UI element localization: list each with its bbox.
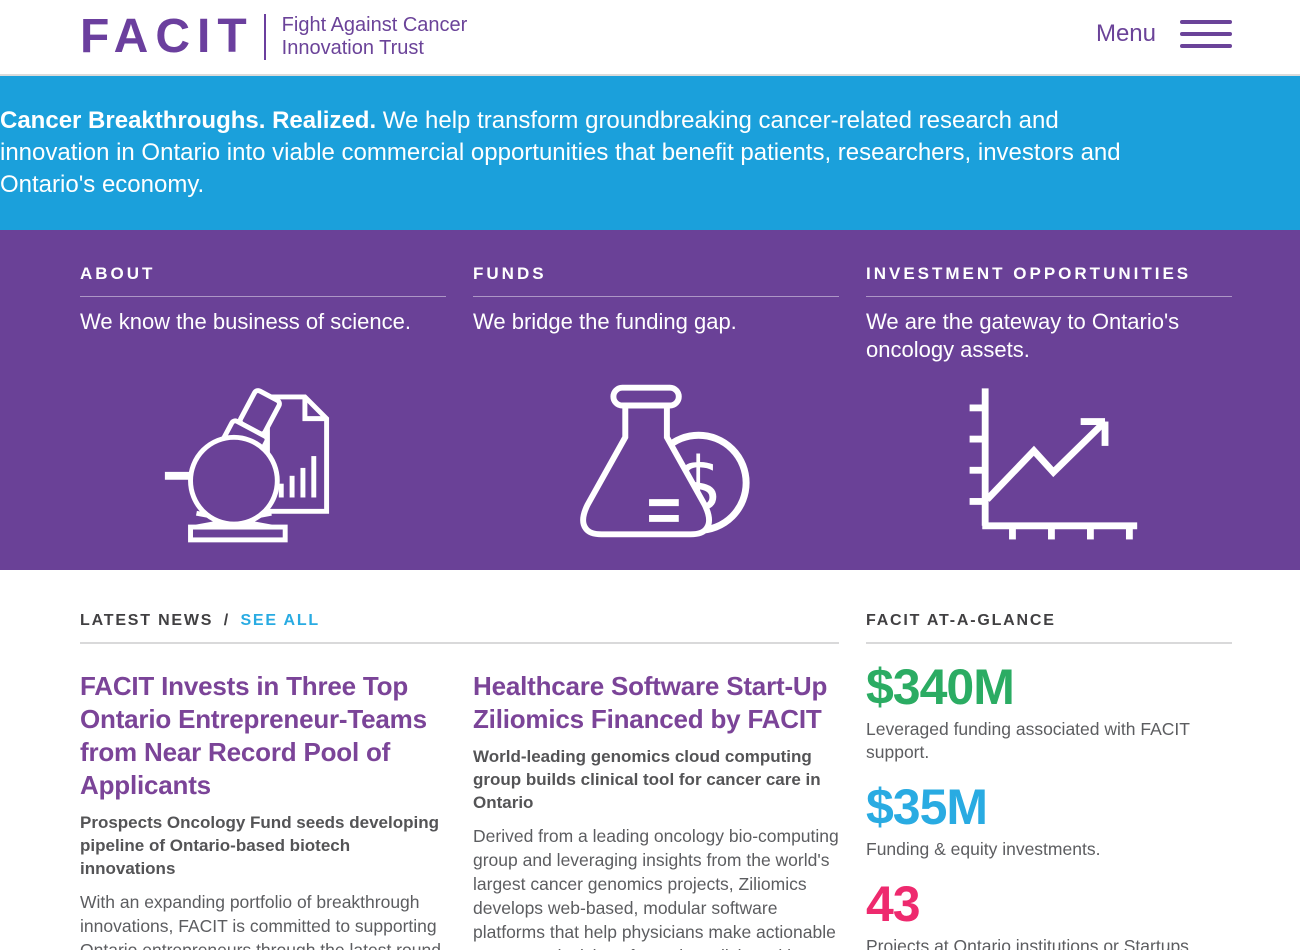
stat-value: 43: [866, 876, 921, 932]
stat-funding-equity: $35M Funding & equity investments.: [866, 781, 1232, 861]
hamburger-bar: [1180, 44, 1232, 48]
section-underline: [866, 642, 1232, 644]
hero-headline: Cancer Breakthroughs. Realized. We help …: [0, 105, 1145, 201]
stat-leveraged-funding: $340M Leveraged funding associated with …: [866, 661, 1232, 764]
pillar-tagline: We are the gateway to Ontario's oncology…: [866, 309, 1180, 362]
latest-news-title: LATEST NEWS: [80, 612, 214, 629]
pillar-tagline: We know the business of science.: [80, 309, 411, 334]
microscope-document-icon: [164, 388, 330, 543]
article-title[interactable]: FACIT Invests in Three Top Ontario Entre…: [80, 671, 427, 800]
glance-header: FACIT AT-A-GLANCE: [866, 612, 1232, 644]
stat-description: Funding & equity investments.: [866, 839, 1101, 859]
stat-value: $35M: [866, 779, 988, 835]
brand[interactable]: FACIT Fight Against Cancer Innovation Tr…: [80, 13, 467, 61]
news-article-2[interactable]: Healthcare Software Start-Up Ziliomics F…: [473, 644, 839, 950]
article-body: With an expanding portfolio of breakthro…: [80, 892, 441, 950]
pillar-underline: [473, 296, 839, 297]
hero-headline-rest: We help transform groundbreaking cancer-…: [0, 107, 1121, 198]
hamburger-menu-icon[interactable]: [1180, 20, 1232, 48]
lower-section: LATEST NEWS / SEE ALL FACIT AT-A-GLANCE …: [0, 570, 1300, 950]
pillar-title: FUNDS: [473, 264, 547, 283]
hamburger-bar: [1180, 20, 1232, 24]
brand-tagline-line1: Fight Against Cancer: [281, 14, 468, 36]
pillar-title: INVESTMENT OPPORTUNITIES: [866, 264, 1192, 283]
article-body: Derived from a leading oncology bio-comp…: [473, 826, 839, 950]
logo-divider: [263, 14, 266, 60]
growth-chart-icon: [969, 388, 1138, 540]
stat-description: Projects at Ontario institutions or Star…: [866, 936, 1189, 950]
brand-tagline: Fight Against Cancer Innovation Trust: [282, 14, 468, 60]
pillar-investment-opportunities[interactable]: INVESTMENT OPPORTUNITIES We are the gate…: [866, 264, 1232, 554]
header-separator: /: [223, 612, 230, 629]
see-all-link[interactable]: SEE ALL: [240, 612, 321, 629]
section-underline: [80, 642, 839, 644]
hero-banner: Cancer Breakthroughs. Realized. We help …: [0, 76, 1300, 230]
stat-description: Leveraged funding associated with FACIT …: [866, 719, 1190, 762]
pillar-underline: [80, 296, 446, 297]
pillar-about[interactable]: ABOUT We know the business of science.: [80, 264, 446, 554]
stat-value: $340M: [866, 659, 1015, 715]
facit-at-a-glance: $340M Leveraged funding associated with …: [866, 644, 1232, 950]
brand-tagline-line2: Innovation Trust: [281, 37, 424, 59]
menu-area: Menu: [1096, 20, 1232, 48]
menu-label[interactable]: Menu: [1095, 20, 1156, 47]
hero-headline-bold: Cancer Breakthroughs. Realized.: [0, 107, 377, 134]
news-article-1[interactable]: FACIT Invests in Three Top Ontario Entre…: [80, 644, 446, 950]
pillar-funds[interactable]: FUNDS We bridge the funding gap. $: [473, 264, 839, 554]
pillar-underline: [866, 296, 1232, 297]
article-title[interactable]: Healthcare Software Start-Up Ziliomics F…: [473, 671, 828, 734]
latest-news-header: LATEST NEWS / SEE ALL: [80, 612, 839, 644]
pillars-section: ABOUT We know the business of science.: [0, 230, 1300, 570]
facit-logo[interactable]: FACIT: [80, 10, 254, 63]
article-subtitle: World-leading genomics cloud computing g…: [473, 747, 821, 812]
glance-title: FACIT AT-A-GLANCE: [866, 612, 1056, 629]
stat-projects: 43 Projects at Ontario institutions or S…: [866, 878, 1232, 950]
flask-dollar-coin-icon: $: [580, 384, 750, 538]
pillar-title: ABOUT: [80, 264, 156, 283]
pillar-tagline: We bridge the funding gap.: [473, 309, 737, 334]
article-subtitle: Prospects Oncology Fund seeds developing…: [80, 813, 439, 878]
hamburger-bar: [1180, 32, 1232, 36]
site-header: FACIT Fight Against Cancer Innovation Tr…: [0, 0, 1300, 76]
